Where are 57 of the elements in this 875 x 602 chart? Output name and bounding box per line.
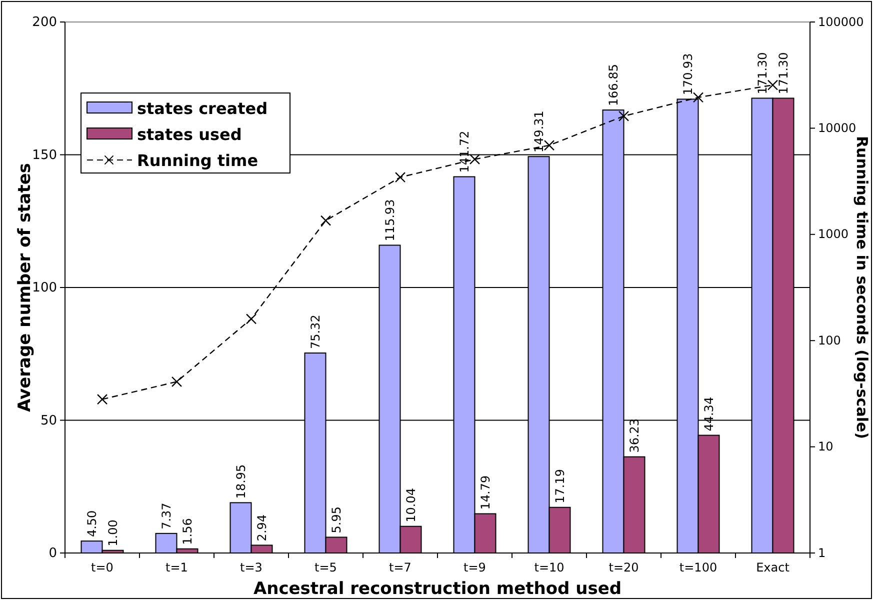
y2-tick-label: 100000 — [818, 14, 864, 29]
point — [171, 376, 182, 388]
data-label: 166.85 — [606, 64, 620, 106]
data-label: 18.95 — [234, 464, 248, 499]
data-label: 4.50 — [84, 510, 99, 538]
data-label: 171.30 — [776, 52, 790, 94]
x-tick-label: t=1 — [166, 560, 188, 575]
data-label: 5.95 — [329, 506, 344, 534]
point — [469, 154, 480, 165]
data-label: 115.93 — [382, 199, 397, 242]
y2-tick-label: 100 — [818, 333, 841, 348]
x-tick-label: t=9 — [464, 560, 486, 575]
y-tick-label: 200 — [32, 15, 57, 30]
data-label: 1.00 — [106, 520, 120, 546]
y-tick-label: 50 — [40, 413, 57, 428]
data-label: 17.19 — [552, 469, 567, 504]
point — [96, 394, 108, 405]
y2-tick-label: 10000 — [818, 121, 856, 136]
x-tick-label: t=3 — [240, 560, 262, 575]
x-tick-label: t=5 — [314, 560, 337, 575]
data-label: 141.72 — [457, 130, 472, 173]
point — [767, 80, 778, 90]
x-tick-label: t=0 — [91, 560, 114, 575]
data-label: 36.23 — [627, 418, 642, 453]
x-tick-label: Exact — [756, 560, 790, 575]
y2-tick-label: 1000 — [818, 227, 849, 242]
data-label: 75.32 — [308, 314, 322, 350]
point — [618, 110, 630, 122]
y2-tick-label: 1 — [818, 546, 826, 560]
point — [246, 314, 257, 324]
data-label: 14.79 — [478, 475, 492, 510]
legend-label: Running time — [137, 151, 258, 170]
x-tick-label: t=10 — [534, 560, 564, 575]
data-label: 7.37 — [159, 502, 174, 530]
y2-tick-label: 10 — [818, 440, 834, 454]
y2-axis-title: Running time in seconds (log-scale) — [853, 136, 871, 439]
x-axis-title: Ancestral reconstruction method used — [253, 579, 622, 599]
y-tick-label: 150 — [32, 148, 57, 163]
x-tick-label: t=100 — [679, 560, 718, 575]
point — [320, 215, 332, 226]
point — [544, 140, 555, 151]
x-tick-label: t=20 — [608, 560, 639, 575]
y-tick-label: 0 — [48, 546, 57, 562]
data-label: 171.30 — [755, 52, 770, 94]
data-label: 170.93 — [680, 53, 695, 96]
legend-label: states used — [137, 125, 242, 144]
data-label: 10.04 — [404, 488, 418, 522]
data-label: 149.31 — [532, 110, 546, 153]
point — [394, 172, 406, 183]
data-label: 44.34 — [702, 396, 716, 432]
y-axis-title: Average number of states — [15, 162, 35, 412]
y-tick-label: 100 — [32, 280, 57, 296]
point — [692, 92, 704, 103]
x-tick-label: t=7 — [389, 560, 412, 575]
data-label: 1.56 — [180, 518, 194, 545]
legend-label: states created — [137, 99, 268, 118]
data-label: 2.94 — [254, 514, 269, 542]
